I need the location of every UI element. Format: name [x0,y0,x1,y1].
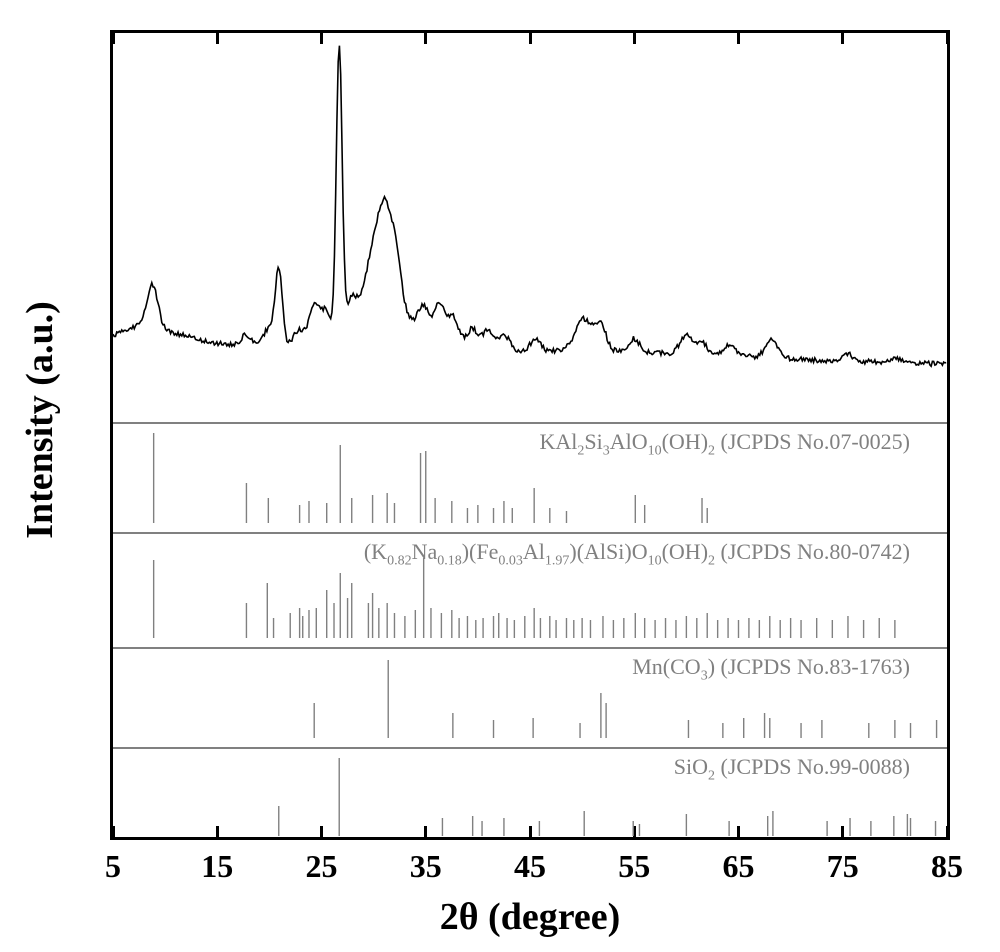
y-axis-label: Intensity (a.u.) [18,0,62,840]
panel-ref2 [113,533,947,648]
x-tick-label: 55 [609,848,659,885]
panel-spectrum [113,33,947,423]
panel-ref4 [113,748,947,843]
x-tick-label: 45 [505,848,555,885]
xrd-spectrum-trace [113,46,946,367]
x-axis-label: 2θ (degree) [110,895,950,939]
x-tick-label: 5 [88,848,138,885]
panel-ref1 [113,423,947,533]
x-tick-label: 25 [297,848,347,885]
x-tick-label: 65 [714,848,764,885]
panel-ref3 [113,648,947,748]
x-tick-label: 75 [818,848,868,885]
x-tick-label: 15 [192,848,242,885]
x-tick-label: 35 [401,848,451,885]
x-tick-label: 85 [922,848,972,885]
